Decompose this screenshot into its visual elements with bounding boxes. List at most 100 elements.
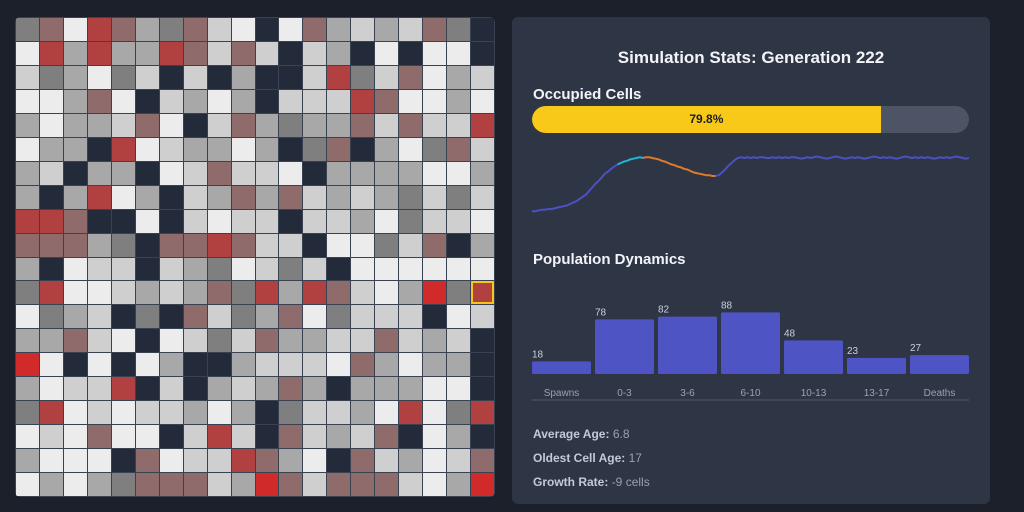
grid-cell[interactable] bbox=[423, 305, 447, 329]
grid-cell[interactable] bbox=[159, 473, 183, 496]
grid-cell[interactable] bbox=[279, 113, 303, 137]
grid-cell[interactable] bbox=[39, 89, 63, 113]
grid-cell[interactable] bbox=[87, 89, 111, 113]
grid-cell[interactable] bbox=[183, 473, 207, 496]
grid-cell[interactable] bbox=[135, 377, 159, 401]
grid-cell[interactable] bbox=[63, 257, 87, 281]
grid-cell[interactable] bbox=[279, 329, 303, 353]
selected-grid-cell[interactable] bbox=[471, 281, 494, 305]
grid-cell[interactable] bbox=[303, 161, 327, 185]
grid-cell[interactable] bbox=[255, 185, 279, 209]
grid-cell[interactable] bbox=[16, 185, 39, 209]
grid-cell[interactable] bbox=[135, 353, 159, 377]
grid-cell[interactable] bbox=[375, 401, 399, 425]
grid-cell[interactable] bbox=[231, 377, 255, 401]
grid-cell[interactable] bbox=[183, 41, 207, 65]
grid-cell[interactable] bbox=[159, 401, 183, 425]
grid-cell[interactable] bbox=[351, 65, 375, 89]
grid-cell[interactable] bbox=[63, 233, 87, 257]
grid-cell[interactable] bbox=[39, 161, 63, 185]
grid-cell[interactable] bbox=[279, 473, 303, 496]
grid-cell[interactable] bbox=[351, 161, 375, 185]
grid-cell[interactable] bbox=[63, 185, 87, 209]
grid-cell[interactable] bbox=[471, 185, 494, 209]
grid-cell[interactable] bbox=[111, 233, 135, 257]
grid-cell[interactable] bbox=[16, 89, 39, 113]
grid-cell[interactable] bbox=[423, 185, 447, 209]
grid-cell[interactable] bbox=[279, 257, 303, 281]
grid-cell[interactable] bbox=[39, 353, 63, 377]
grid-cell[interactable] bbox=[39, 305, 63, 329]
grid-cell[interactable] bbox=[87, 305, 111, 329]
grid-cell[interactable] bbox=[207, 41, 231, 65]
grid-cell[interactable] bbox=[207, 449, 231, 473]
grid-cell[interactable] bbox=[87, 473, 111, 496]
grid-cell[interactable] bbox=[159, 137, 183, 161]
grid-cell[interactable] bbox=[255, 18, 279, 41]
grid-cell[interactable] bbox=[159, 257, 183, 281]
grid-cell[interactable] bbox=[447, 161, 471, 185]
grid-cell[interactable] bbox=[231, 257, 255, 281]
grid-cell[interactable] bbox=[135, 18, 159, 41]
grid-cell[interactable] bbox=[87, 233, 111, 257]
grid-cell[interactable] bbox=[351, 185, 375, 209]
grid-cell[interactable] bbox=[351, 401, 375, 425]
grid-cell[interactable] bbox=[351, 18, 375, 41]
grid-cell[interactable] bbox=[231, 185, 255, 209]
grid-cell[interactable] bbox=[399, 305, 423, 329]
grid-cell[interactable] bbox=[471, 401, 494, 425]
grid-cell[interactable] bbox=[135, 137, 159, 161]
grid-cell[interactable] bbox=[327, 281, 351, 305]
grid-cell[interactable] bbox=[303, 137, 327, 161]
grid-cell[interactable] bbox=[327, 377, 351, 401]
grid-cell[interactable] bbox=[327, 353, 351, 377]
grid-cell[interactable] bbox=[135, 425, 159, 449]
grid-cell[interactable] bbox=[279, 425, 303, 449]
grid-cell[interactable] bbox=[423, 89, 447, 113]
grid-cell[interactable] bbox=[255, 449, 279, 473]
grid-cell[interactable] bbox=[183, 137, 207, 161]
grid-cell[interactable] bbox=[327, 161, 351, 185]
grid-cell[interactable] bbox=[303, 305, 327, 329]
grid-cell[interactable] bbox=[279, 161, 303, 185]
grid-cell[interactable] bbox=[111, 137, 135, 161]
grid-cell[interactable] bbox=[375, 233, 399, 257]
grid-cell[interactable] bbox=[87, 137, 111, 161]
grid-cell[interactable] bbox=[399, 89, 423, 113]
grid-cell[interactable] bbox=[447, 65, 471, 89]
grid-cell[interactable] bbox=[16, 41, 39, 65]
grid-cell[interactable] bbox=[375, 473, 399, 496]
grid-cell[interactable] bbox=[207, 233, 231, 257]
grid-cell[interactable] bbox=[351, 353, 375, 377]
grid-cell[interactable] bbox=[471, 113, 494, 137]
grid-cell[interactable] bbox=[327, 65, 351, 89]
grid-cell[interactable] bbox=[375, 161, 399, 185]
grid-cell[interactable] bbox=[135, 161, 159, 185]
grid-cell[interactable] bbox=[399, 401, 423, 425]
grid-cell[interactable] bbox=[63, 425, 87, 449]
grid-cell[interactable] bbox=[303, 329, 327, 353]
grid-cell[interactable] bbox=[471, 329, 494, 353]
grid-cell[interactable] bbox=[279, 401, 303, 425]
grid-cell[interactable] bbox=[471, 209, 494, 233]
grid-cell[interactable] bbox=[63, 401, 87, 425]
grid-cell[interactable] bbox=[255, 41, 279, 65]
grid-cell[interactable] bbox=[231, 425, 255, 449]
grid-cell[interactable] bbox=[111, 113, 135, 137]
grid-cell[interactable] bbox=[111, 401, 135, 425]
grid-cell[interactable] bbox=[351, 329, 375, 353]
grid-cell[interactable] bbox=[39, 401, 63, 425]
grid-cell[interactable] bbox=[399, 113, 423, 137]
grid-cell[interactable] bbox=[159, 305, 183, 329]
grid-cell[interactable] bbox=[351, 449, 375, 473]
grid-cell[interactable] bbox=[303, 281, 327, 305]
grid-cell[interactable] bbox=[279, 41, 303, 65]
grid-cell[interactable] bbox=[447, 209, 471, 233]
grid-cell[interactable] bbox=[231, 161, 255, 185]
grid-cell[interactable] bbox=[16, 473, 39, 496]
grid-cell[interactable] bbox=[135, 281, 159, 305]
grid-cell[interactable] bbox=[87, 18, 111, 41]
grid-cell[interactable] bbox=[16, 401, 39, 425]
grid-cell[interactable] bbox=[327, 185, 351, 209]
grid-cell[interactable] bbox=[87, 161, 111, 185]
